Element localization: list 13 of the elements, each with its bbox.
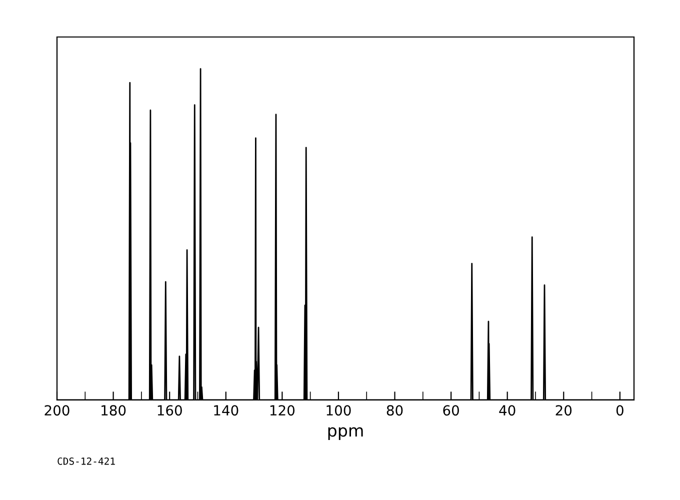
x-tick-label: 80 <box>386 405 403 416</box>
x-tick-label: 140 <box>214 405 238 416</box>
x-tick-label: 100 <box>326 405 351 416</box>
x-tick-label: 0 <box>616 405 624 416</box>
x-tick-label: 20 <box>556 405 572 416</box>
x-axis-title: ppm <box>328 427 363 440</box>
x-tick-label: 180 <box>102 405 126 416</box>
x-tick-label: 160 <box>158 405 182 416</box>
x-tick-label: 200 <box>44 405 70 416</box>
x-tick-label: 60 <box>443 405 459 416</box>
x-tick-label: 40 <box>499 405 516 416</box>
text: CDS-12-421 <box>58 457 115 465</box>
x-tick-label: 120 <box>270 405 295 416</box>
